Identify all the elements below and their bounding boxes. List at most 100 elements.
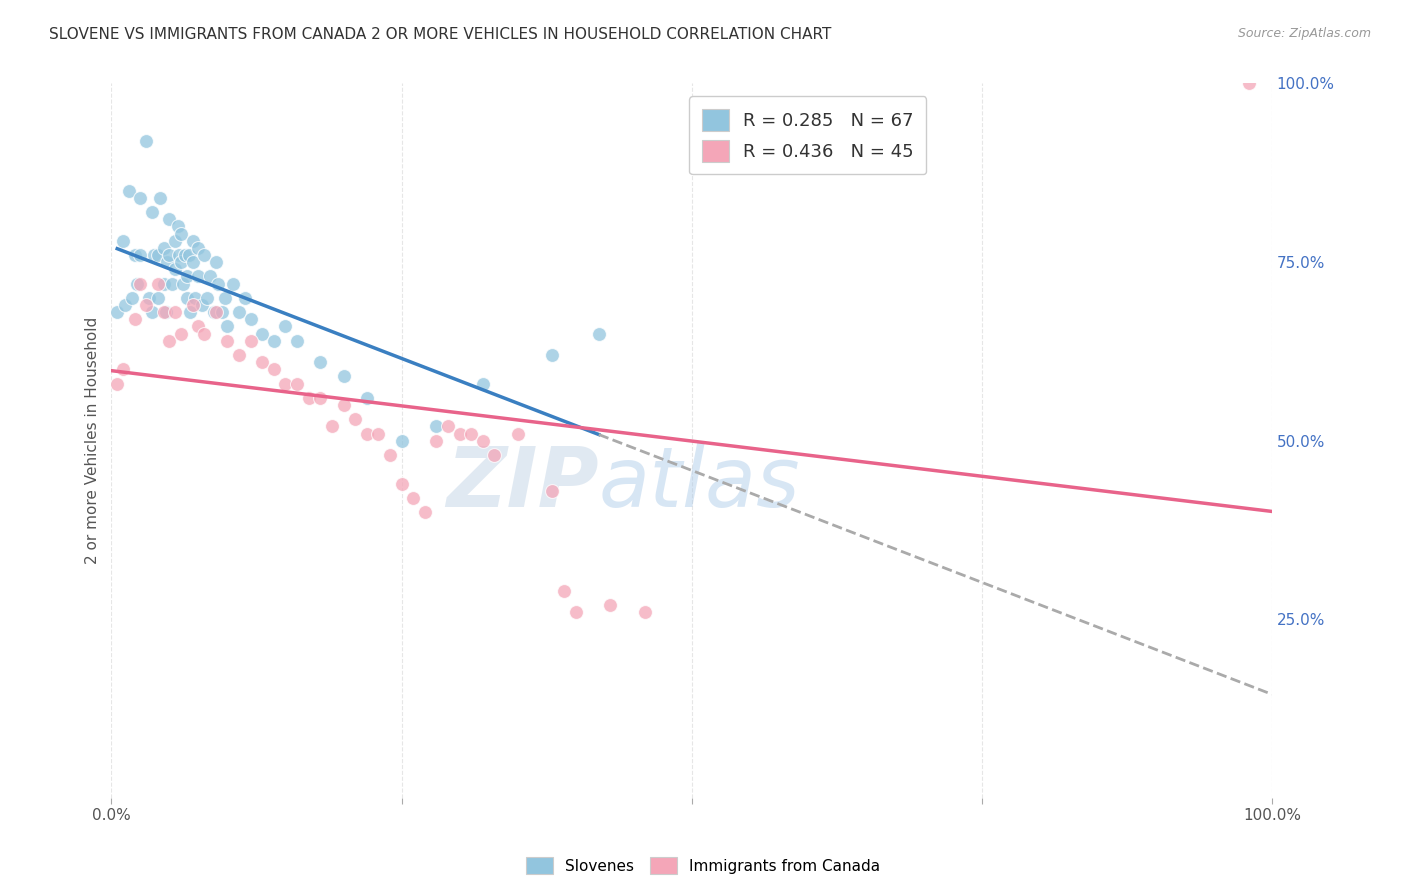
Point: [484, 448, 506, 462]
Point: [159, 248, 181, 262]
Point: [181, 255, 204, 269]
Point: [195, 291, 218, 305]
Point: [207, 277, 229, 291]
Point: [138, 291, 160, 305]
Point: [634, 605, 657, 619]
Point: [356, 426, 378, 441]
Point: [184, 291, 207, 305]
Point: [141, 205, 163, 219]
Point: [205, 255, 228, 269]
Point: [159, 334, 181, 348]
Point: [332, 369, 354, 384]
Point: [588, 326, 610, 341]
Point: [471, 376, 494, 391]
Point: [367, 426, 389, 441]
Point: [152, 277, 174, 291]
Point: [285, 376, 308, 391]
Point: [541, 483, 564, 498]
Point: [449, 426, 471, 441]
Legend: Slovenes, Immigrants from Canada: Slovenes, Immigrants from Canada: [519, 851, 887, 880]
Point: [356, 391, 378, 405]
Point: [274, 376, 297, 391]
Point: [228, 348, 250, 362]
Point: [165, 234, 187, 248]
Point: [564, 605, 586, 619]
Point: [309, 391, 332, 405]
Legend: R = 0.285   N = 67, R = 0.436   N = 45: R = 0.285 N = 67, R = 0.436 N = 45: [689, 96, 927, 175]
Point: [471, 434, 494, 448]
Point: [170, 255, 193, 269]
Point: [176, 291, 198, 305]
Point: [437, 419, 460, 434]
Point: [285, 334, 308, 348]
Point: [298, 391, 321, 405]
Point: [146, 248, 169, 262]
Point: [187, 241, 209, 255]
Point: [252, 355, 274, 369]
Point: [214, 291, 236, 305]
Point: [239, 312, 262, 326]
Point: [228, 305, 250, 319]
Point: [217, 334, 239, 348]
Point: [125, 277, 148, 291]
Point: [181, 234, 204, 248]
Text: Source: ZipAtlas.com: Source: ZipAtlas.com: [1237, 27, 1371, 40]
Point: [187, 319, 209, 334]
Point: [191, 298, 214, 312]
Point: [344, 412, 367, 426]
Point: [378, 448, 401, 462]
Point: [141, 305, 163, 319]
Point: [217, 319, 239, 334]
Point: [193, 326, 215, 341]
Point: [124, 312, 146, 326]
Point: [105, 376, 128, 391]
Point: [166, 219, 188, 234]
Point: [309, 355, 332, 369]
Point: [129, 277, 152, 291]
Point: [263, 362, 285, 376]
Point: [460, 426, 482, 441]
Point: [143, 248, 166, 262]
Point: [321, 419, 343, 434]
Point: [165, 305, 187, 319]
Point: [121, 291, 143, 305]
Point: [156, 255, 179, 269]
Point: [425, 434, 447, 448]
Point: [152, 305, 174, 319]
Point: [118, 184, 141, 198]
Point: [202, 305, 225, 319]
Point: [239, 334, 262, 348]
Point: [129, 248, 152, 262]
Point: [402, 491, 425, 505]
Point: [176, 269, 198, 284]
Point: [187, 269, 209, 284]
Point: [198, 269, 221, 284]
Point: [506, 426, 529, 441]
Point: [114, 298, 136, 312]
Point: [155, 305, 177, 319]
Point: [553, 583, 575, 598]
Point: [135, 298, 157, 312]
Point: [152, 241, 174, 255]
Point: [170, 326, 193, 341]
Point: [179, 305, 201, 319]
Point: [425, 419, 447, 434]
Point: [129, 191, 152, 205]
Point: [541, 348, 564, 362]
Point: [159, 212, 181, 227]
Point: [391, 476, 413, 491]
Point: [1237, 77, 1260, 91]
Point: [193, 248, 215, 262]
Y-axis label: 2 or more Vehicles in Household: 2 or more Vehicles in Household: [86, 318, 100, 565]
Point: [274, 319, 297, 334]
Point: [263, 334, 285, 348]
Point: [413, 505, 436, 519]
Point: [391, 434, 413, 448]
Point: [181, 298, 204, 312]
Point: [233, 291, 256, 305]
Text: ZIP: ZIP: [446, 443, 599, 524]
Point: [135, 134, 157, 148]
Point: [146, 291, 169, 305]
Point: [170, 227, 193, 241]
Text: SLOVENE VS IMMIGRANTS FROM CANADA 2 OR MORE VEHICLES IN HOUSEHOLD CORRELATION CH: SLOVENE VS IMMIGRANTS FROM CANADA 2 OR M…: [49, 27, 831, 42]
